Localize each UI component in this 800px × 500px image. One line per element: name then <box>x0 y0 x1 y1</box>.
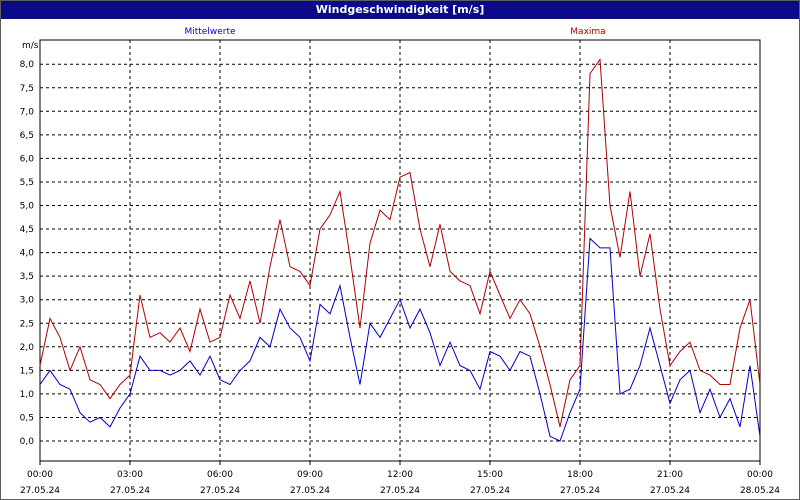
x-tick-time: 00:00 <box>747 470 773 480</box>
y-axis-label: m/s <box>22 41 39 51</box>
x-tick-time: 06:00 <box>207 470 233 480</box>
chart-title: Windgeschwindigkeit [m/s] <box>1 1 799 19</box>
y-tick-label: 0,5 <box>20 413 34 423</box>
x-tick-time: 15:00 <box>477 470 503 480</box>
y-tick-label: 7,0 <box>20 107 35 117</box>
y-tick-label: 3,5 <box>20 272 34 282</box>
y-tick-label: 0,0 <box>20 437 35 447</box>
y-tick-label: 6,0 <box>20 154 35 164</box>
y-tick-label: 6,5 <box>20 131 34 141</box>
x-tick-date: 27.05.24 <box>560 486 600 496</box>
x-tick-date: 28.05.24 <box>740 486 780 496</box>
x-tick-date: 27.05.24 <box>290 486 330 496</box>
grid <box>40 40 760 461</box>
x-tick-time: 00:00 <box>27 470 53 480</box>
x-tick-date: 27.05.24 <box>380 486 420 496</box>
series-lines <box>39 58 761 442</box>
x-tick-date: 27.05.24 <box>20 486 60 496</box>
x-tick-time: 09:00 <box>297 470 323 480</box>
y-tick-label: 2,0 <box>20 343 35 353</box>
y-tick-label: 7,5 <box>20 84 34 94</box>
y-tick-label: 1,0 <box>20 390 35 400</box>
series-mittelwerte-line <box>39 237 761 442</box>
x-tick-time: 21:00 <box>657 470 683 480</box>
y-tick-label: 3,0 <box>20 296 35 306</box>
y-tick-label: 4,0 <box>20 249 35 259</box>
legend-maxima: Maxima <box>570 27 605 37</box>
y-tick-label: 5,5 <box>20 178 34 188</box>
x-tick-date: 27.05.24 <box>650 486 690 496</box>
legend-mittelwerte: Mittelwerte <box>184 27 235 37</box>
x-tick-time: 03:00 <box>117 470 143 480</box>
x-tick-date: 27.05.24 <box>200 486 240 496</box>
x-tick-time: 12:00 <box>387 470 413 480</box>
y-tick-label: 2,5 <box>20 319 34 329</box>
y-tick-label: 8,0 <box>20 60 35 70</box>
x-tick-time: 18:00 <box>567 470 593 480</box>
y-tick-label: 5,0 <box>20 202 35 212</box>
y-tick-label: 1,5 <box>20 366 34 376</box>
y-tick-label: 4,5 <box>20 225 34 235</box>
x-tick-date: 27.05.24 <box>110 486 150 496</box>
x-tick-date: 27.05.24 <box>470 486 510 496</box>
x-axis: 00:00 27.05.24 03:00 27.05.24 06:00 27.05.24 0… <box>20 461 780 496</box>
y-axis: 0,0 0,5 1,0 1,5 2,0 2,5 3,0 3,5 4,0 4,5 5,0 5,5 6,0 6… <box>20 60 35 447</box>
series-maxima-line <box>39 58 761 428</box>
